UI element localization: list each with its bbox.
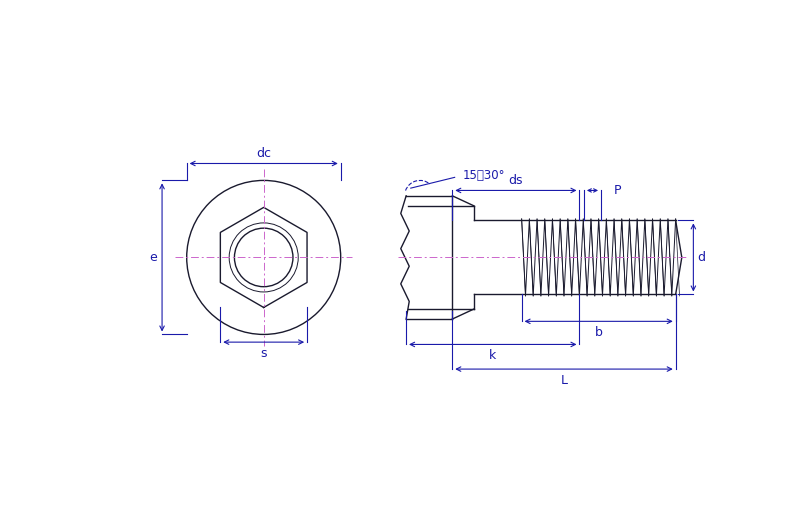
Text: e: e	[150, 251, 158, 264]
Text: k: k	[489, 349, 496, 362]
Text: ds: ds	[509, 174, 523, 187]
Text: dc: dc	[256, 147, 271, 160]
Text: b: b	[594, 326, 602, 339]
Text: d: d	[698, 251, 706, 264]
Text: L: L	[561, 374, 567, 387]
Text: 15〜30°: 15〜30°	[462, 168, 505, 182]
Text: s: s	[261, 347, 267, 360]
Text: P: P	[614, 184, 621, 197]
